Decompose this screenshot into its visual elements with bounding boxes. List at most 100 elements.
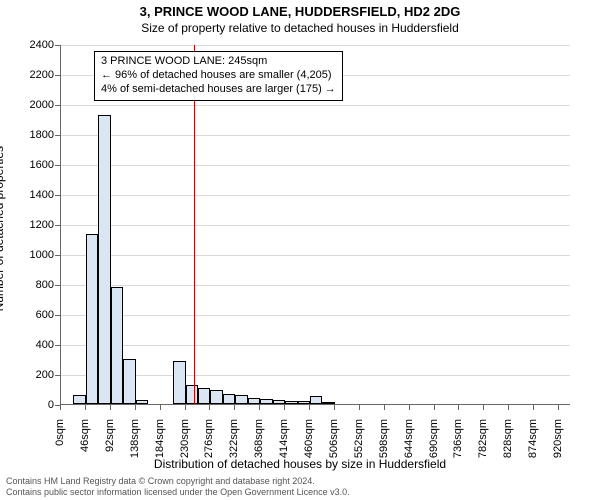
gridline xyxy=(61,375,570,376)
y-tick-label: 200 xyxy=(4,369,54,381)
y-tick-label: 1400 xyxy=(4,189,54,201)
gridline xyxy=(61,225,570,226)
y-tick-label: 1800 xyxy=(4,129,54,141)
y-tick-label: 400 xyxy=(4,339,54,351)
x-tick-label: 460sqm xyxy=(303,419,315,465)
histogram-bar xyxy=(73,395,85,404)
histogram-bar xyxy=(86,234,98,404)
x-tick-label: 506sqm xyxy=(328,419,340,465)
gridline xyxy=(61,345,570,346)
histogram-bar xyxy=(310,396,322,404)
x-tick-label: 138sqm xyxy=(129,419,141,465)
y-tick-label: 800 xyxy=(4,279,54,291)
x-tick-mark xyxy=(110,405,111,410)
chart-root: 3, PRINCE WOOD LANE, HUDDERSFIELD, HD2 2… xyxy=(0,0,600,500)
x-tick-label: 828sqm xyxy=(502,419,514,465)
y-tick-mark xyxy=(55,345,60,346)
x-tick-label: 920sqm xyxy=(552,419,564,465)
footer-line-2: Contains public sector information licen… xyxy=(6,487,350,498)
x-tick-label: 46sqm xyxy=(79,419,91,465)
y-tick-label: 1600 xyxy=(4,159,54,171)
y-tick-mark xyxy=(55,285,60,286)
histogram-bar xyxy=(248,398,260,404)
x-tick-mark xyxy=(359,405,360,410)
annotation-line-3: 4% of semi-detached houses are larger (1… xyxy=(101,83,336,97)
histogram-bar xyxy=(298,401,310,404)
y-tick-label: 2400 xyxy=(4,39,54,51)
y-tick-mark xyxy=(55,135,60,136)
y-tick-mark xyxy=(55,165,60,166)
y-tick-mark xyxy=(55,195,60,196)
x-tick-label: 322sqm xyxy=(228,419,240,465)
x-tick-mark xyxy=(458,405,459,410)
chart-subtitle: Size of property relative to detached ho… xyxy=(0,21,600,35)
x-tick-mark xyxy=(508,405,509,410)
x-tick-mark xyxy=(558,405,559,410)
x-tick-label: 782sqm xyxy=(477,419,489,465)
gridline xyxy=(61,135,570,136)
x-tick-label: 414sqm xyxy=(278,419,290,465)
histogram-bar xyxy=(98,115,110,405)
y-tick-mark xyxy=(55,315,60,316)
footer-line-1: Contains HM Land Registry data © Crown c… xyxy=(6,476,350,487)
y-tick-mark xyxy=(55,225,60,226)
x-tick-label: 0sqm xyxy=(54,419,66,465)
x-tick-mark xyxy=(483,405,484,410)
histogram-bar xyxy=(273,400,285,404)
x-tick-mark xyxy=(334,405,335,410)
y-tick-label: 0 xyxy=(4,399,54,411)
x-tick-label: 874sqm xyxy=(527,419,539,465)
histogram-bar xyxy=(198,388,210,405)
y-tick-label: 600 xyxy=(4,309,54,321)
x-tick-mark xyxy=(160,405,161,410)
annotation-line-2: ← 96% of detached houses are smaller (4,… xyxy=(101,69,336,83)
histogram-bar xyxy=(260,399,272,404)
gridline xyxy=(61,255,570,256)
gridline xyxy=(61,45,570,46)
x-tick-mark xyxy=(185,405,186,410)
annotation-line-1: 3 PRINCE WOOD LANE: 245sqm xyxy=(101,55,336,69)
y-tick-mark xyxy=(55,255,60,256)
y-tick-mark xyxy=(55,45,60,46)
x-tick-mark xyxy=(384,405,385,410)
x-tick-mark xyxy=(309,405,310,410)
x-tick-mark xyxy=(284,405,285,410)
histogram-bar xyxy=(235,395,247,404)
x-tick-mark xyxy=(259,405,260,410)
x-tick-label: 690sqm xyxy=(428,419,440,465)
x-tick-mark xyxy=(85,405,86,410)
histogram-bar xyxy=(322,402,334,404)
x-tick-mark xyxy=(135,405,136,410)
gridline xyxy=(61,165,570,166)
y-tick-mark xyxy=(55,75,60,76)
x-tick-label: 184sqm xyxy=(154,419,166,465)
chart-title: 3, PRINCE WOOD LANE, HUDDERSFIELD, HD2 2… xyxy=(0,4,600,19)
histogram-bar xyxy=(136,400,148,404)
y-tick-label: 1200 xyxy=(4,219,54,231)
x-tick-label: 598sqm xyxy=(378,419,390,465)
annotation-box: 3 PRINCE WOOD LANE: 245sqm ← 96% of deta… xyxy=(94,51,343,101)
plot-area: 3 PRINCE WOOD LANE: 245sqm ← 96% of deta… xyxy=(60,45,570,405)
y-tick-label: 1000 xyxy=(4,249,54,261)
x-tick-mark xyxy=(234,405,235,410)
gridline xyxy=(61,315,570,316)
x-tick-label: 368sqm xyxy=(253,419,265,465)
x-tick-mark xyxy=(434,405,435,410)
gridline xyxy=(61,285,570,286)
y-tick-label: 2000 xyxy=(4,99,54,111)
histogram-bar xyxy=(285,401,297,404)
x-tick-label: 230sqm xyxy=(179,419,191,465)
histogram-bar xyxy=(210,390,222,404)
x-tick-mark xyxy=(60,405,61,410)
x-tick-label: 276sqm xyxy=(203,419,215,465)
y-tick-mark xyxy=(55,375,60,376)
x-tick-mark xyxy=(209,405,210,410)
histogram-bar xyxy=(186,385,198,405)
y-tick-label: 2200 xyxy=(4,69,54,81)
y-tick-mark xyxy=(55,105,60,106)
x-tick-label: 92sqm xyxy=(104,419,116,465)
x-tick-mark xyxy=(533,405,534,410)
x-tick-label: 736sqm xyxy=(452,419,464,465)
histogram-bar xyxy=(173,361,185,405)
gridline xyxy=(61,195,570,196)
